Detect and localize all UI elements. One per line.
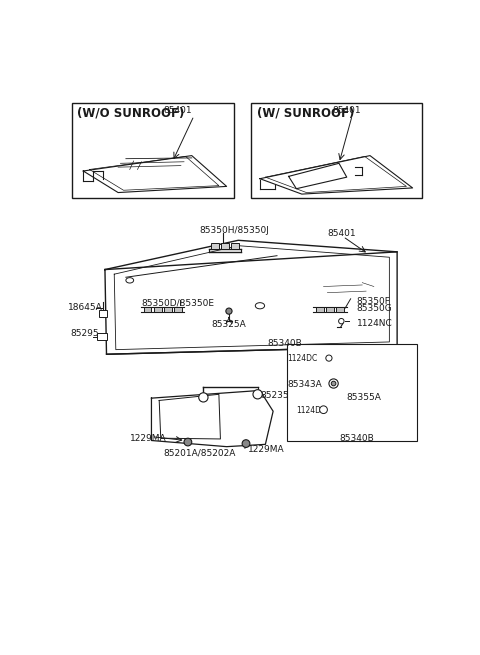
- Circle shape: [226, 308, 232, 314]
- Circle shape: [184, 438, 192, 446]
- Text: 85355A: 85355A: [347, 393, 382, 402]
- Text: 1124DC: 1124DC: [287, 354, 317, 364]
- Text: 85201A/85202A: 85201A/85202A: [163, 449, 236, 458]
- Circle shape: [329, 379, 338, 388]
- Text: 85343A: 85343A: [287, 381, 322, 390]
- Bar: [326, 307, 334, 312]
- Bar: [97, 333, 107, 341]
- Text: 1124DC: 1124DC: [296, 406, 326, 415]
- Text: 85350F: 85350F: [357, 297, 391, 305]
- Text: 85401: 85401: [333, 106, 361, 115]
- Bar: [99, 310, 107, 316]
- Text: 18645A: 18645A: [68, 303, 103, 312]
- Circle shape: [253, 390, 262, 399]
- Bar: [336, 307, 344, 312]
- Bar: [287, 345, 417, 441]
- Bar: [72, 103, 234, 198]
- Text: 1229MA: 1229MA: [130, 434, 167, 443]
- Polygon shape: [83, 156, 227, 193]
- Text: 85340B: 85340B: [339, 434, 374, 443]
- Text: 85295: 85295: [70, 329, 99, 338]
- Text: (W/O SUNROOF): (W/O SUNROOF): [77, 106, 184, 119]
- Bar: [154, 307, 162, 312]
- Circle shape: [199, 393, 208, 402]
- Ellipse shape: [126, 278, 133, 283]
- Text: 85235: 85235: [260, 391, 288, 400]
- Text: 85350G: 85350G: [357, 304, 393, 313]
- Circle shape: [331, 381, 336, 386]
- Text: 85325A: 85325A: [211, 320, 246, 329]
- Circle shape: [242, 440, 250, 447]
- Text: 85350D/85350E: 85350D/85350E: [142, 298, 215, 307]
- Bar: [221, 242, 229, 249]
- Polygon shape: [260, 156, 413, 194]
- Ellipse shape: [255, 303, 264, 309]
- Circle shape: [338, 318, 344, 324]
- Bar: [231, 242, 239, 249]
- Circle shape: [320, 406, 327, 413]
- Bar: [211, 242, 219, 249]
- Text: 85401: 85401: [327, 229, 356, 238]
- Bar: [316, 307, 324, 312]
- Text: 85340B: 85340B: [268, 339, 302, 348]
- Circle shape: [326, 355, 332, 361]
- Bar: [252, 103, 422, 198]
- Bar: [174, 307, 181, 312]
- Polygon shape: [152, 390, 273, 447]
- Bar: [144, 307, 152, 312]
- Text: 1229MA: 1229MA: [248, 445, 285, 454]
- Text: 85401: 85401: [163, 106, 192, 115]
- Text: 85350H/85350J: 85350H/85350J: [200, 227, 269, 235]
- Bar: [164, 307, 172, 312]
- Text: 1124NC: 1124NC: [357, 319, 393, 328]
- Text: (W/ SUNROOF): (W/ SUNROOF): [257, 106, 354, 119]
